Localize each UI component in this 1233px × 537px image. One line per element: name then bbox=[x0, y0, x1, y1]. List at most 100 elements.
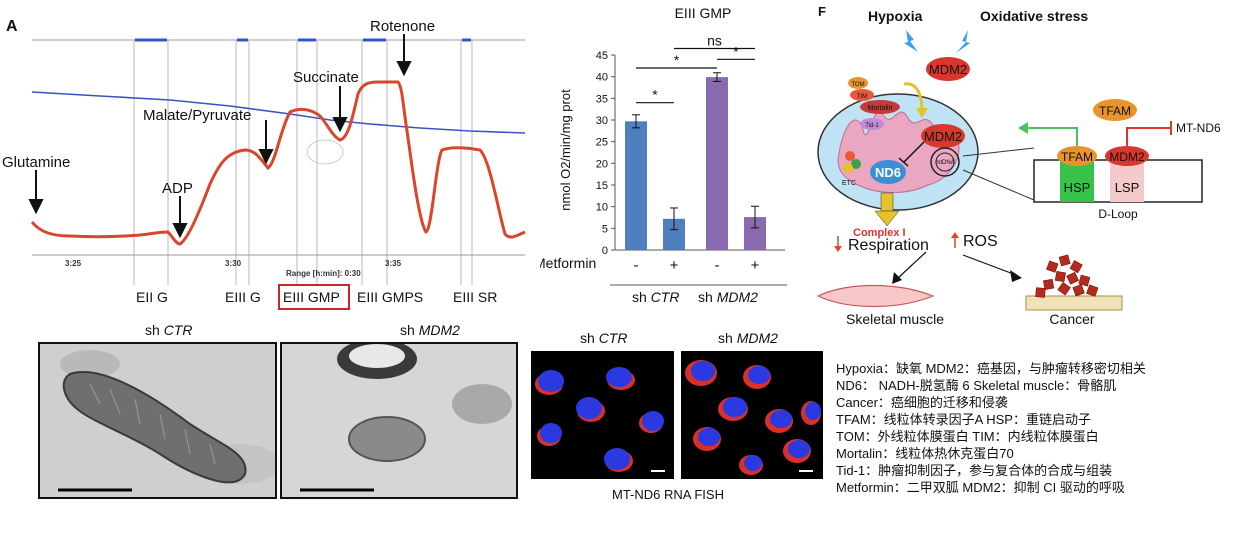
highlight-box bbox=[278, 284, 350, 310]
fish-micrograph bbox=[685, 360, 821, 475]
tim-label: TIM bbox=[857, 94, 867, 100]
legend-line: Cancer：癌细胞的迁移和侵袭 bbox=[836, 395, 1008, 410]
etc-unit bbox=[851, 159, 861, 169]
mdm2-bound bbox=[1105, 146, 1149, 166]
group-italic: MDM2 bbox=[717, 289, 758, 305]
y-tick-label: 5 bbox=[602, 223, 608, 235]
cancer-icon bbox=[1025, 254, 1123, 311]
panel-f-schematic: F Hypoxia Oxidative stress MDM2 TOM TIM … bbox=[816, 4, 1221, 327]
adp-label: ADP bbox=[162, 180, 193, 197]
zoom-line bbox=[962, 147, 1035, 157]
em-label-prefix: sh bbox=[145, 322, 160, 338]
em-micrograph bbox=[40, 344, 275, 497]
ros-label: ROS bbox=[963, 233, 998, 250]
mtdna-circle bbox=[930, 147, 960, 177]
tfam-bound bbox=[1057, 146, 1097, 166]
em-label-italic: MDM2 bbox=[418, 322, 460, 338]
mdm2-bound-label: MDM2 bbox=[1109, 150, 1145, 164]
significance-label: ns bbox=[707, 33, 722, 49]
state-label: EIII GMPS bbox=[357, 289, 423, 305]
fish-label-mdm2: sh MDM2 bbox=[718, 330, 778, 346]
inhibit-bar bbox=[898, 157, 909, 167]
nd6-label: ND6 bbox=[875, 165, 901, 180]
state-label: EIII SR bbox=[453, 289, 497, 305]
y-tick-label: 45 bbox=[596, 50, 608, 62]
zoom-line bbox=[962, 169, 1035, 201]
skeletal-muscle-label: Skeletal muscle bbox=[846, 311, 944, 327]
lightning-icon bbox=[956, 30, 970, 53]
group-label-mdm2: sh MDM2 bbox=[698, 289, 758, 305]
fish-label-prefix: sh bbox=[580, 330, 595, 346]
mdm2-mito-protein bbox=[921, 124, 965, 148]
eiii-gmp-bar-chart: EIII GMP nmol O2/min/mg prot 0 5 10 15 20 25 3… bbox=[540, 5, 787, 305]
mt-nd6-label: MT-ND6 bbox=[1176, 121, 1221, 135]
legend-line: Hypoxia：缺氧 MDM2：癌基因，与肿瘤转移密切相关 bbox=[836, 361, 1146, 376]
complex-i-arrowhead bbox=[874, 210, 900, 227]
oxidative-stress-label: Oxidative stress bbox=[980, 8, 1088, 24]
lightning-icon bbox=[904, 30, 918, 52]
mtdna-label: mtDNA bbox=[935, 160, 954, 166]
significance-label: * bbox=[652, 87, 658, 103]
dloop-label: D-Loop bbox=[1098, 207, 1138, 221]
state-label: EIII G bbox=[225, 289, 261, 305]
outcome-arrow bbox=[897, 251, 927, 279]
panel-a-letter: A bbox=[6, 18, 18, 35]
legend-block: Hypoxia：缺氧 MDM2：癌基因，与肿瘤转移密切相关 ND6： NADH-… bbox=[836, 360, 1146, 496]
em-label-italic: CTR bbox=[163, 322, 193, 338]
tid1-protein bbox=[860, 118, 884, 130]
em-image-ctr bbox=[38, 342, 277, 499]
range-label: Range [h:min]: 0:30 bbox=[286, 269, 361, 278]
fish-caption: MT-ND6 RNA FISH bbox=[612, 487, 724, 502]
tom-label: TOM bbox=[851, 82, 864, 88]
hsp-label: HSP bbox=[1064, 180, 1091, 195]
respiration-label: Respiration bbox=[848, 237, 929, 254]
outcome-arrowhead bbox=[1010, 270, 1022, 282]
complex-i-label: Complex I bbox=[853, 227, 906, 239]
state-label: EII G bbox=[136, 289, 168, 305]
state-label: EIII GMP bbox=[283, 289, 340, 305]
tfam-bound-label: TFAM bbox=[1061, 150, 1093, 164]
etc-unit bbox=[845, 151, 855, 161]
inhibit-line bbox=[903, 141, 925, 163]
category-label: - bbox=[715, 257, 720, 274]
fish-label-prefix: sh bbox=[718, 330, 733, 346]
legend-line: TOM：外线粒体膜蛋白 TIM：内线粒体膜蛋白 bbox=[836, 429, 1099, 444]
y-tick-label: 10 bbox=[596, 202, 608, 214]
bar bbox=[706, 77, 728, 250]
category-labels: - + - + bbox=[634, 257, 760, 274]
o2-concentration-line bbox=[31, 91, 526, 134]
skeletal-muscle-icon bbox=[816, 284, 935, 308]
activation-line bbox=[1026, 127, 1078, 146]
em-image-mdm2 bbox=[280, 342, 518, 499]
mitochondrion-em bbox=[62, 371, 247, 484]
outcome-arrow bbox=[962, 254, 1017, 276]
y-axis-label: nmol O2/min/mg prot bbox=[558, 89, 573, 211]
legend-line: TFAM：线粒体转录因子A HSP：重链启动子 bbox=[836, 412, 1091, 427]
complex-i-arrow-body bbox=[880, 192, 894, 212]
mitochondrion-em bbox=[348, 416, 426, 462]
em-micrograph bbox=[282, 344, 516, 497]
time-tick: 3:25 bbox=[65, 259, 82, 268]
tfam-free bbox=[1093, 99, 1137, 121]
category-label: + bbox=[751, 257, 760, 274]
chart-title: EIII GMP bbox=[675, 5, 732, 21]
significance-label: * bbox=[733, 43, 739, 59]
fish-label-italic: CTR bbox=[598, 330, 628, 346]
bar bbox=[744, 217, 766, 250]
legend-line: ND6： NADH-脱氢酶 6 Skeletal muscle：骨骼肌 bbox=[836, 378, 1117, 393]
repression-line bbox=[1126, 127, 1170, 146]
mtdna-inner bbox=[935, 152, 955, 172]
y-tick-label: 35 bbox=[596, 93, 608, 105]
legend-line: Metformin：二甲双胍 MDM2：抑制 CI 驱动的呼吸 bbox=[836, 480, 1125, 495]
etc-label: ETC bbox=[842, 180, 856, 187]
fish-micrograph bbox=[535, 367, 665, 472]
y-tick-label: 0 bbox=[602, 245, 608, 257]
em-label-mdm2: sh MDM2 bbox=[400, 322, 460, 338]
fish-image-mdm2 bbox=[681, 351, 823, 479]
time-tick: 3:30 bbox=[225, 259, 242, 268]
y-axis: 0 5 10 15 20 25 30 35 40 45 bbox=[596, 50, 785, 257]
malate-pyruvate-label: Malate/Pyruvate bbox=[143, 107, 251, 124]
etc-unit bbox=[843, 163, 853, 173]
mdm2-mito-label: MDM2 bbox=[924, 129, 962, 144]
metformin-row-label: Metformin bbox=[540, 255, 596, 271]
